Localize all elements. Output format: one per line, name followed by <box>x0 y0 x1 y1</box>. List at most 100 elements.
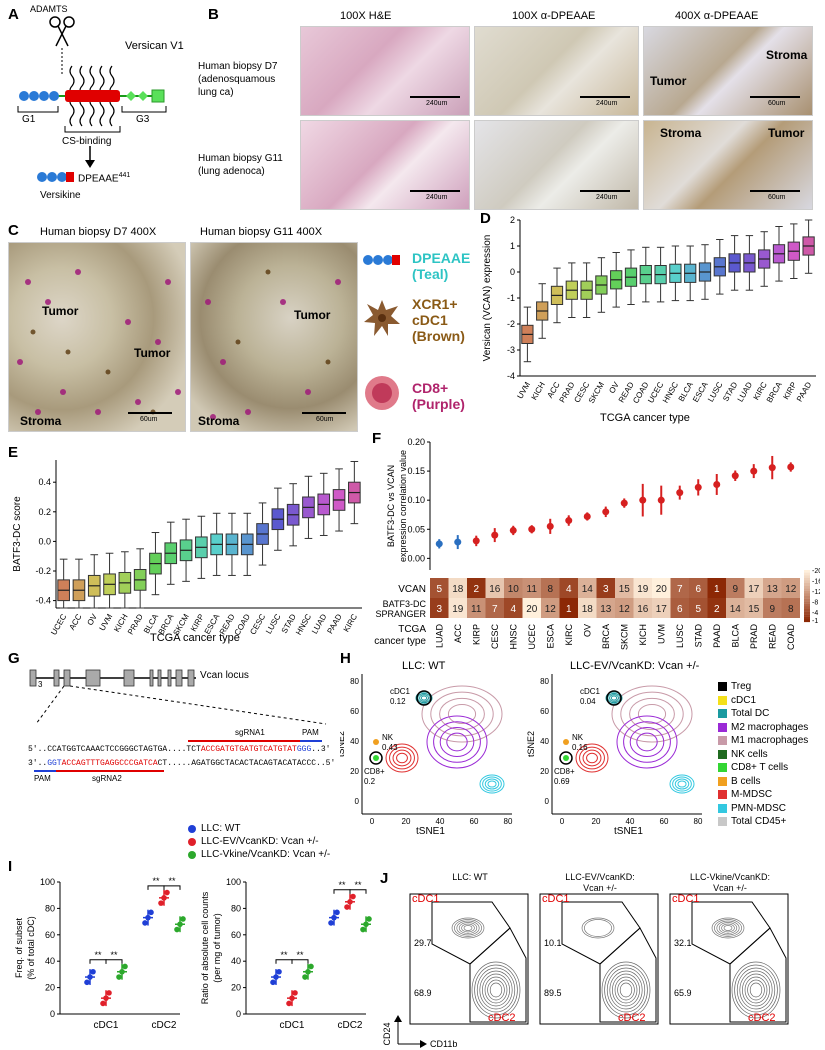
data-point <box>328 920 334 926</box>
data-point <box>158 900 164 906</box>
colorbar-segment <box>804 577 810 581</box>
heatmap-cell <box>652 598 671 618</box>
cluster-contour <box>430 691 494 737</box>
heatmap-value: 2 <box>714 604 720 615</box>
y-tick-label: 60 <box>231 930 241 940</box>
heatmap-cell <box>652 578 671 598</box>
cluster-contour <box>586 752 598 764</box>
c-title-1: Human biopsy D7 400X <box>40 226 157 238</box>
versican-label: Versican V1 <box>125 40 184 52</box>
x-tick-label: PRAD <box>749 624 759 650</box>
x-tick-label: UVM <box>656 624 666 644</box>
legend-dot <box>188 850 196 859</box>
sig-label: ** <box>296 950 304 960</box>
data-point <box>331 914 337 921</box>
cdc1-value: 0.04 <box>580 697 596 706</box>
data-point <box>289 995 295 1001</box>
y-tick-label: 0 <box>50 1009 55 1019</box>
heatmap-cell <box>670 598 689 618</box>
nk-value: 0.16 <box>572 743 588 752</box>
panel-label-c: C <box>8 222 19 239</box>
sig-label: ** <box>168 876 176 886</box>
data-point <box>119 968 125 975</box>
cluster-contour <box>433 721 481 763</box>
legend-item: Treg <box>718 680 824 694</box>
scale-label: 60um <box>140 416 158 423</box>
x-tick-label: COAD <box>786 624 796 650</box>
heatmap-cell <box>430 578 449 598</box>
heatmap-value: 4 <box>566 584 572 595</box>
cluster-contour <box>677 780 687 788</box>
heatmap-row-label: BATF3-DC <box>383 599 427 609</box>
density-contour <box>736 967 776 1013</box>
density-contour <box>601 961 651 1019</box>
flow-title: LLC-EV/VcanKD: <box>565 872 635 882</box>
legend-label: M1 macrophages <box>731 735 809 747</box>
point-UVM <box>657 496 665 504</box>
x-tick-label: LUAD <box>736 380 755 403</box>
scale-bar <box>750 190 800 192</box>
x-tick-label: HNSC <box>294 612 313 636</box>
density-contour <box>482 973 510 1007</box>
pam-line <box>300 740 322 742</box>
heatmap-row-label: VCAN <box>398 584 426 595</box>
y-tick-label: 0.20 <box>407 437 425 447</box>
heatmap-value: 10 <box>508 584 520 595</box>
data-point <box>90 968 96 975</box>
x-tick-label: CESC <box>490 624 500 650</box>
cdc1-gate <box>416 690 432 706</box>
legend-swatch <box>718 817 727 827</box>
sgrna1-line <box>188 740 320 742</box>
legend-label: NK cells <box>731 748 768 760</box>
heatmap-cell <box>541 578 560 598</box>
density-contour <box>484 976 508 1004</box>
cluster-contour <box>479 774 505 794</box>
legend-label: M-MDSC <box>731 789 773 801</box>
point-ESCA <box>546 522 554 530</box>
y-tick-label: 80 <box>350 677 359 686</box>
cluster-contour <box>389 746 415 770</box>
colorbar-label: -8 <box>812 600 818 607</box>
tsne-plots: 0 20 40 60 80020406080tSNE2cDC10.12NK0.43CD8… <box>340 674 703 826</box>
data-point <box>344 904 350 910</box>
h-title-left: LLC: WT <box>402 660 446 672</box>
x-tick-label: cDC2 <box>151 1020 176 1031</box>
colorbar-label: -16 <box>812 579 820 586</box>
cd8-cell-icon <box>365 376 399 410</box>
y-tick-label: -4 <box>507 371 515 381</box>
y-tick-label: 0.10 <box>407 495 425 505</box>
heatmap-value: 15 <box>748 604 760 615</box>
heatmap-cell <box>485 598 504 618</box>
heatmap-value: 17 <box>656 604 668 615</box>
y-tick-label: 80 <box>540 677 549 686</box>
density-contour <box>739 970 773 1010</box>
dendritic-cell-icon <box>364 300 400 336</box>
y-tick-label: 20 <box>45 983 55 993</box>
density-contour <box>612 973 640 1007</box>
tumor-label: Tumor <box>42 304 79 318</box>
heatmap-value: 9 <box>769 604 775 615</box>
sig-bracket <box>333 889 351 894</box>
cluster-contour <box>575 743 609 773</box>
density-contour <box>617 979 635 1001</box>
data-point <box>350 893 356 900</box>
point-COAD <box>787 463 795 471</box>
legend-item: NK cells <box>718 748 824 762</box>
nk-label: NK <box>572 733 584 742</box>
colorbar-segment <box>804 603 810 607</box>
cluster-contour <box>426 715 488 769</box>
legend-label: cDC1 <box>731 694 757 706</box>
point-SKCM <box>620 499 628 507</box>
heatmap-value: 11 <box>527 584 538 595</box>
heatmap-value: 7 <box>492 604 498 615</box>
y-tick-label: 40 <box>231 956 241 966</box>
x-tick-label: 0 <box>560 817 565 826</box>
scale-bar <box>128 412 172 414</box>
stroma-label: Stroma <box>198 414 240 428</box>
sig-bracket <box>147 885 165 890</box>
legend-swatch <box>718 803 727 813</box>
cluster-contour <box>392 749 412 767</box>
y-tick-label: 0 <box>236 1009 241 1019</box>
density-contour <box>619 982 633 998</box>
data-point <box>286 1000 292 1007</box>
